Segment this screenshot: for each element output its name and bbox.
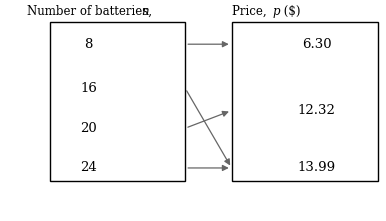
Text: p: p [272, 5, 279, 17]
Text: 20: 20 [80, 122, 97, 135]
Text: 8: 8 [85, 38, 93, 51]
Text: 6.30: 6.30 [302, 38, 331, 51]
Bar [50, 22, 185, 181]
Text: 16: 16 [80, 82, 97, 95]
Text: 24: 24 [80, 162, 97, 174]
Text: 12.32: 12.32 [298, 104, 335, 117]
Text: 13.99: 13.99 [298, 162, 335, 174]
Bar [232, 22, 378, 181]
Text: Number of batteries,: Number of batteries, [27, 5, 156, 17]
Text: n: n [141, 5, 149, 17]
Text: Price,: Price, [232, 5, 270, 17]
Text: ($): ($) [280, 5, 300, 17]
